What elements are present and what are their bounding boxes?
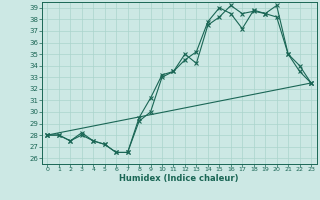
X-axis label: Humidex (Indice chaleur): Humidex (Indice chaleur) xyxy=(119,174,239,183)
